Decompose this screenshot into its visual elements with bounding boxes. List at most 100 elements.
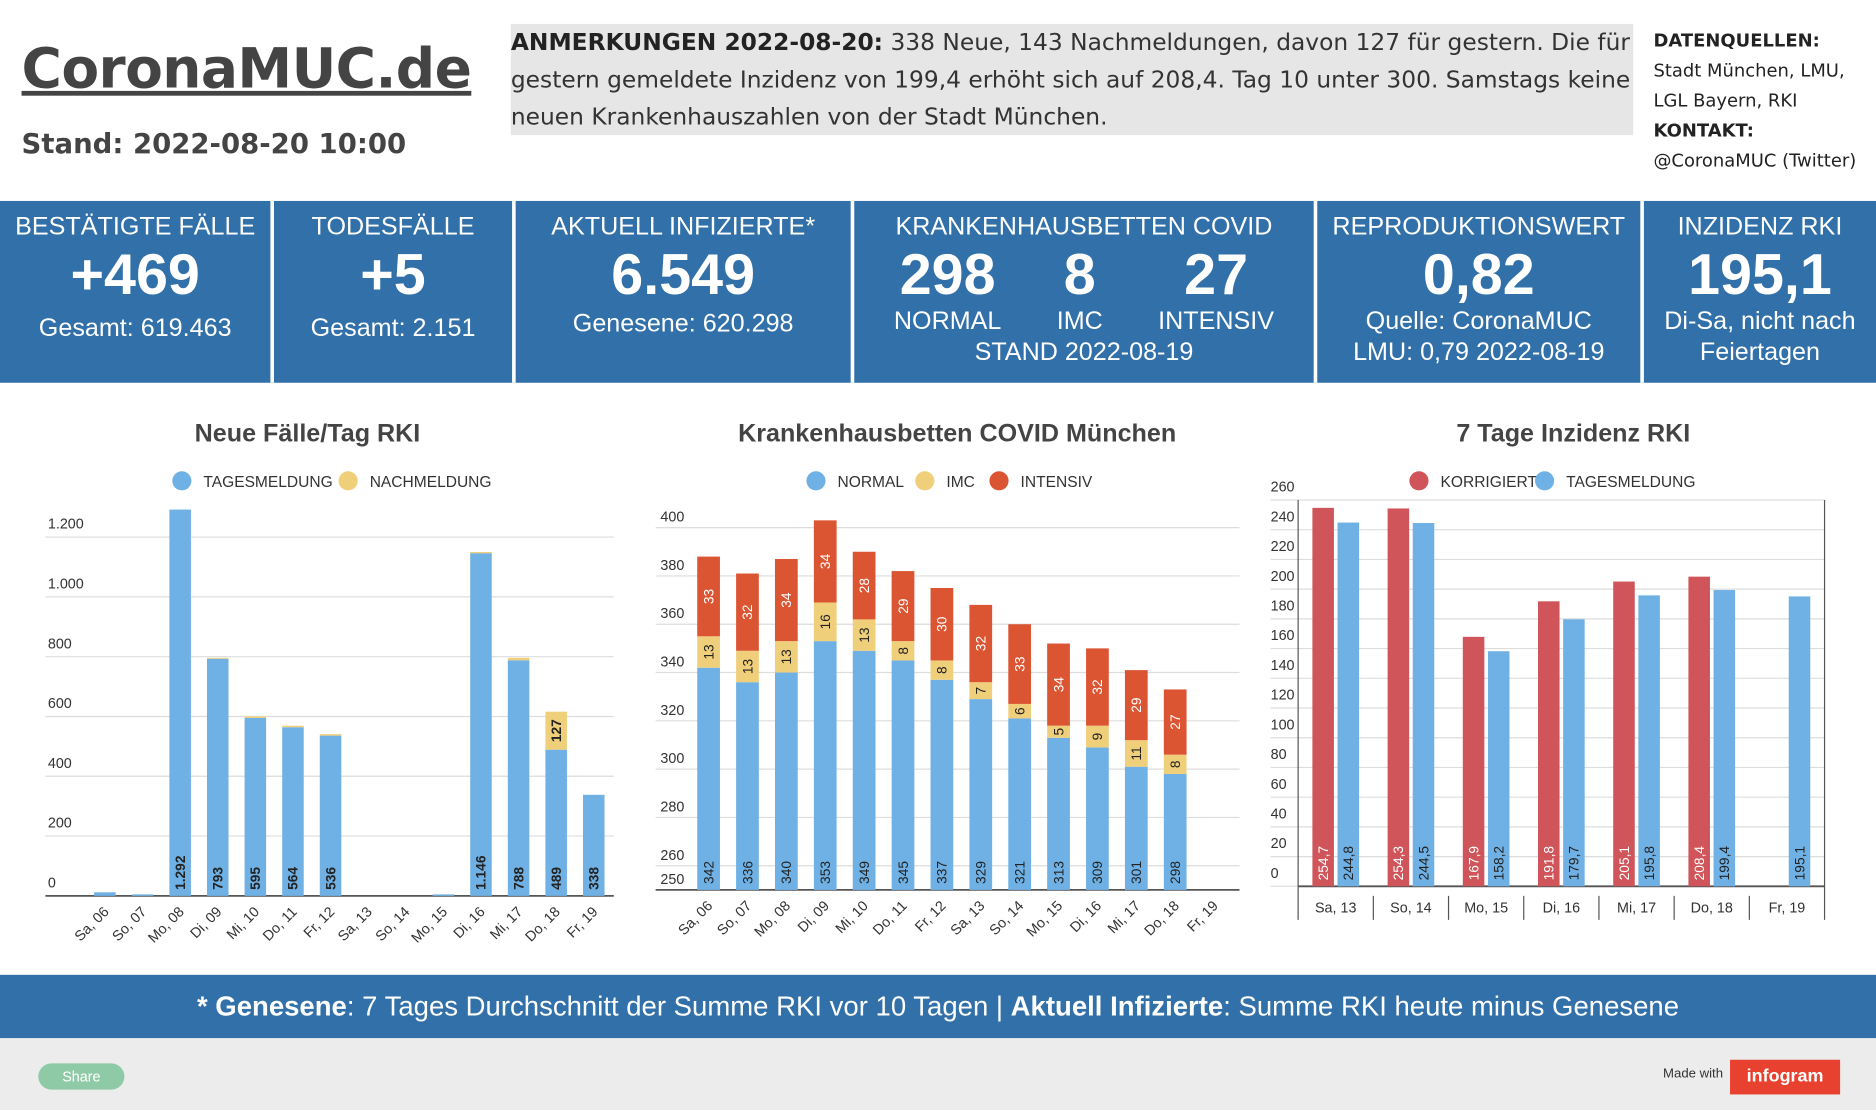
legend-swatch — [915, 471, 935, 491]
footer-text: : 7 Tages Durchschnitt der Summe RKI vor… — [346, 990, 1011, 1022]
bar — [1638, 595, 1660, 887]
chart-title: 7 Tage Inzidenz RKI — [1456, 419, 1690, 447]
y-tick-label: 180 — [1271, 598, 1295, 614]
chart-title: Neue Fälle/Tag RKI — [195, 419, 421, 447]
value-label: 313 — [1051, 861, 1066, 884]
value-label: 179,7 — [1567, 846, 1582, 880]
value-label: 28 — [857, 578, 872, 594]
value-label: 349 — [857, 861, 872, 884]
bar — [1337, 522, 1360, 887]
value-label: 244,8 — [1341, 846, 1356, 881]
value-label: 321 — [1012, 861, 1027, 884]
x-tick-label: Sa, 06 — [72, 904, 113, 945]
site-title[interactable]: CoronaMUC.de — [21, 35, 472, 101]
bar-segment — [930, 679, 954, 890]
x-tick-label: Mi, 17 — [1105, 898, 1144, 937]
x-tick-label: Mo, 15 — [1024, 898, 1066, 940]
bar — [1462, 636, 1485, 887]
value-label: 301 — [1129, 861, 1144, 884]
value-label: 353 — [818, 861, 833, 884]
x-tick-label: Sa, 13 — [948, 898, 989, 939]
value-label: 8 — [1168, 760, 1183, 768]
footer-bold: Aktuell Infizierte — [1010, 990, 1224, 1022]
bar-segment — [852, 619, 876, 651]
legend-label: TAGESMELDUNG — [203, 474, 332, 491]
bottom-bar — [0, 1038, 1876, 1110]
value-label: 345 — [896, 861, 911, 884]
sources: DATENQUELLEN: Stadt München, LMU, LGL Ba… — [1653, 26, 1856, 176]
bar-segment — [244, 716, 267, 718]
value-label: 32 — [974, 636, 989, 651]
x-tick-label: Mi, 17 — [487, 904, 526, 943]
bar-segment — [697, 556, 720, 637]
bar-segment — [813, 520, 837, 603]
bar-segment — [697, 636, 720, 668]
bar-segment — [507, 660, 530, 896]
bar — [1487, 651, 1510, 887]
legend-swatch — [989, 471, 1009, 491]
bar — [1713, 590, 1736, 887]
tile-title: REPRODUKTIONSWERT — [1332, 212, 1626, 241]
value-label: 13 — [701, 644, 716, 660]
tile-label: INTENSIV — [1158, 307, 1275, 335]
y-tick-label: 260 — [660, 848, 684, 864]
value-label: 298 — [1168, 861, 1183, 884]
y-tick-label: 1.200 — [48, 517, 84, 533]
value-label: 793 — [211, 867, 226, 890]
y-tick-label: 20 — [1271, 836, 1287, 852]
bar — [1387, 508, 1410, 887]
x-tick-label: Mo, 08 — [145, 904, 187, 946]
bar-segment — [930, 660, 954, 680]
x-tick-label: Di, 09 — [795, 898, 833, 936]
y-tick-label: 320 — [660, 703, 684, 719]
y-tick-label: 260 — [1271, 480, 1295, 496]
legend-swatch — [1535, 471, 1555, 491]
value-label: 195,8 — [1642, 846, 1657, 881]
x-tick-label: Do, 11 — [260, 904, 300, 944]
tile-sub: Gesamt: 2.151 — [310, 314, 476, 343]
tile-label: NORMAL — [893, 307, 1002, 335]
bar-segment — [969, 699, 993, 890]
share-button[interactable]: Share — [38, 1063, 125, 1090]
bar-segment — [470, 552, 492, 554]
y-tick-label: 800 — [48, 636, 72, 652]
tile-value: 8 — [1063, 244, 1096, 308]
x-tick-label: Do, 18 — [1142, 898, 1183, 939]
bar-segment — [1086, 747, 1109, 890]
tile-title: BESTÄTIGTE FÄLLE — [15, 212, 256, 241]
infogram-link[interactable]: infogram — [1730, 1059, 1841, 1095]
value-label: 191,8 — [1542, 846, 1557, 881]
bar-segment — [319, 734, 342, 736]
tile-title: KRANKENHAUSBETTEN COVID — [895, 212, 1273, 241]
bar-segment — [1124, 740, 1148, 767]
value-label: 338 — [587, 867, 602, 890]
y-tick-label: 0 — [1271, 866, 1279, 882]
bar-segment — [813, 602, 837, 642]
tile-value: +469 — [70, 244, 200, 308]
footer-text: : Summe RKI heute minus Genesene — [1223, 990, 1680, 1022]
value-label: 5 — [1051, 728, 1066, 736]
tile: INZIDENZ RKI 195,1 Di-Sa, nicht nach Fei… — [1644, 201, 1876, 383]
bar — [1563, 619, 1585, 887]
bar-segment — [507, 657, 530, 661]
x-tick-label: Fr, 12 — [301, 904, 338, 941]
x-tick-label: Fr, 12 — [912, 898, 949, 935]
bar-segment — [432, 894, 455, 896]
x-tick-label: Fr, 19 — [564, 904, 601, 941]
sources-label: DATENQUELLEN: — [1653, 29, 1820, 52]
legend-label: TAGESMELDUNG — [1566, 474, 1695, 491]
bar-segment — [891, 641, 915, 661]
tile-title: TODESFÄLLE — [311, 212, 475, 241]
y-tick-label: 340 — [660, 655, 684, 671]
x-tick-label: Mi, 10 — [224, 904, 263, 943]
bar-segment — [813, 641, 837, 890]
y-tick-label: 1.000 — [48, 576, 84, 592]
value-label: 8 — [935, 666, 950, 674]
value-label: 564 — [286, 867, 301, 890]
bar-segment — [282, 725, 304, 728]
contact: @CoronaMUC (Twitter) — [1653, 149, 1857, 172]
bar-segment — [736, 573, 759, 651]
value-label: 30 — [935, 616, 950, 632]
x-tick-label: Mi, 10 — [833, 898, 872, 937]
value-label: 309 — [1090, 861, 1105, 884]
